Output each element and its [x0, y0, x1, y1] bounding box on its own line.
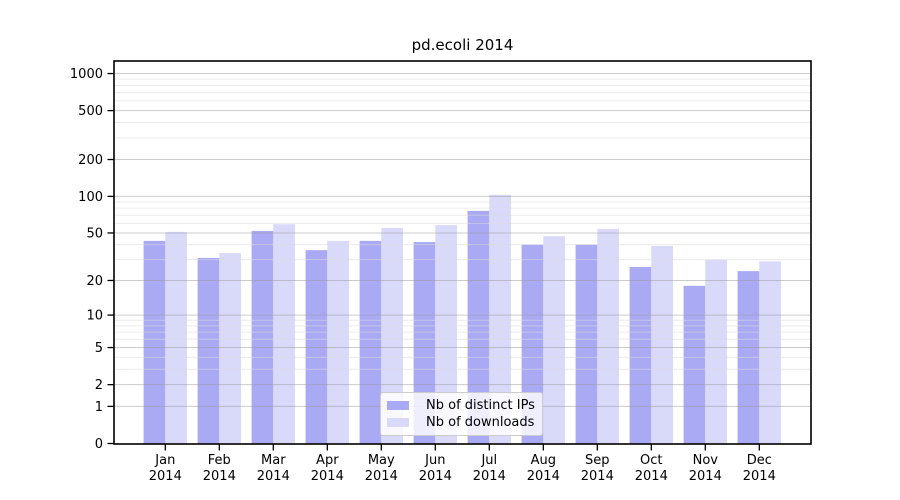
- y-tick-label: 50: [86, 226, 103, 241]
- x-tick-label-month: Apr: [316, 453, 339, 468]
- x-tick-label-year: 2014: [743, 469, 776, 484]
- bar-downloads-oct: [651, 245, 673, 444]
- y-tick-label: 500: [78, 104, 103, 119]
- x-tick-label-year: 2014: [365, 469, 398, 484]
- bar-distinct-ips-mar: [251, 230, 274, 444]
- x-tick-label-year: 2014: [419, 469, 452, 484]
- bar-downloads-jun: [435, 225, 457, 444]
- x-tick-label-month: Nov: [693, 453, 719, 468]
- x-tick-label-month: Jun: [424, 453, 445, 468]
- x-tick-label-month: Jul: [480, 453, 497, 468]
- x-tick-label-year: 2014: [149, 469, 182, 484]
- x-tick-label-month: Aug: [531, 453, 556, 468]
- x-tick-label-month: May: [368, 453, 395, 468]
- x-tick-label-year: 2014: [581, 469, 614, 484]
- bar-distinct-ips-nov: [683, 285, 706, 444]
- y-tick-label: 100: [78, 190, 103, 205]
- x-tick-label-year: 2014: [473, 469, 506, 484]
- y-tick-label: 10: [86, 309, 103, 324]
- x-tick-label-month: Feb: [208, 453, 231, 468]
- x-tick-label-month: Jan: [154, 453, 175, 468]
- bar-downloads-may: [381, 227, 403, 444]
- bar-downloads-sep: [597, 228, 619, 444]
- x-tick-label-year: 2014: [527, 469, 560, 484]
- x-tick-label-year: 2014: [689, 469, 722, 484]
- legend-swatch-distinct-ips: [387, 401, 409, 410]
- bar-downloads-apr: [327, 240, 349, 444]
- y-tick-label: 5: [95, 341, 103, 356]
- legend-label-distinct-ips: Nb of distinct IPs: [426, 397, 535, 413]
- bar-downloads-jul: [489, 194, 511, 444]
- bar-distinct-ips-sep: [575, 244, 598, 444]
- y-tick-label: 200: [78, 153, 103, 168]
- y-tick-label: 20: [86, 274, 103, 289]
- bar-distinct-ips-oct: [629, 267, 652, 444]
- x-tick-label-month: Oct: [640, 453, 662, 468]
- legend-item-distinct-ips: Nb of distinct IPs: [387, 398, 536, 414]
- bar-downloads-nov: [705, 259, 727, 444]
- x-tick-label-month: Dec: [747, 453, 772, 468]
- legend-swatch-downloads: [387, 418, 409, 427]
- x-tick-label-year: 2014: [257, 469, 290, 484]
- bar-downloads-dec: [759, 261, 781, 444]
- chart-title: pd.ecoli 2014: [411, 36, 514, 54]
- legend-label-downloads: Nb of downloads: [426, 414, 535, 430]
- x-tick-label-year: 2014: [635, 469, 668, 484]
- bar-downloads-feb: [219, 253, 241, 444]
- legend: Nb of distinct IPs Nb of downloads: [380, 392, 543, 436]
- bar-distinct-ips-feb: [197, 257, 220, 444]
- bar-downloads-mar: [273, 224, 295, 444]
- y-tick-label: 0: [95, 437, 103, 452]
- y-tick-label: 2: [95, 378, 103, 393]
- x-tick-label-month: Mar: [261, 453, 286, 468]
- legend-item-downloads: Nb of downloads: [387, 415, 536, 431]
- y-tick-label: 1000: [70, 67, 103, 82]
- bar-downloads-jan: [165, 231, 187, 444]
- plot-frame: [113, 60, 812, 445]
- bar-distinct-ips-jan: [143, 240, 166, 444]
- y-tick-label: 1: [95, 400, 103, 415]
- bar-downloads-aug: [543, 236, 565, 444]
- x-tick-label-year: 2014: [203, 469, 236, 484]
- bar-distinct-ips-may: [359, 240, 382, 444]
- bar-distinct-ips-jul: [467, 210, 490, 444]
- x-tick-label-year: 2014: [311, 469, 344, 484]
- x-tick-label-month: Sep: [585, 453, 610, 468]
